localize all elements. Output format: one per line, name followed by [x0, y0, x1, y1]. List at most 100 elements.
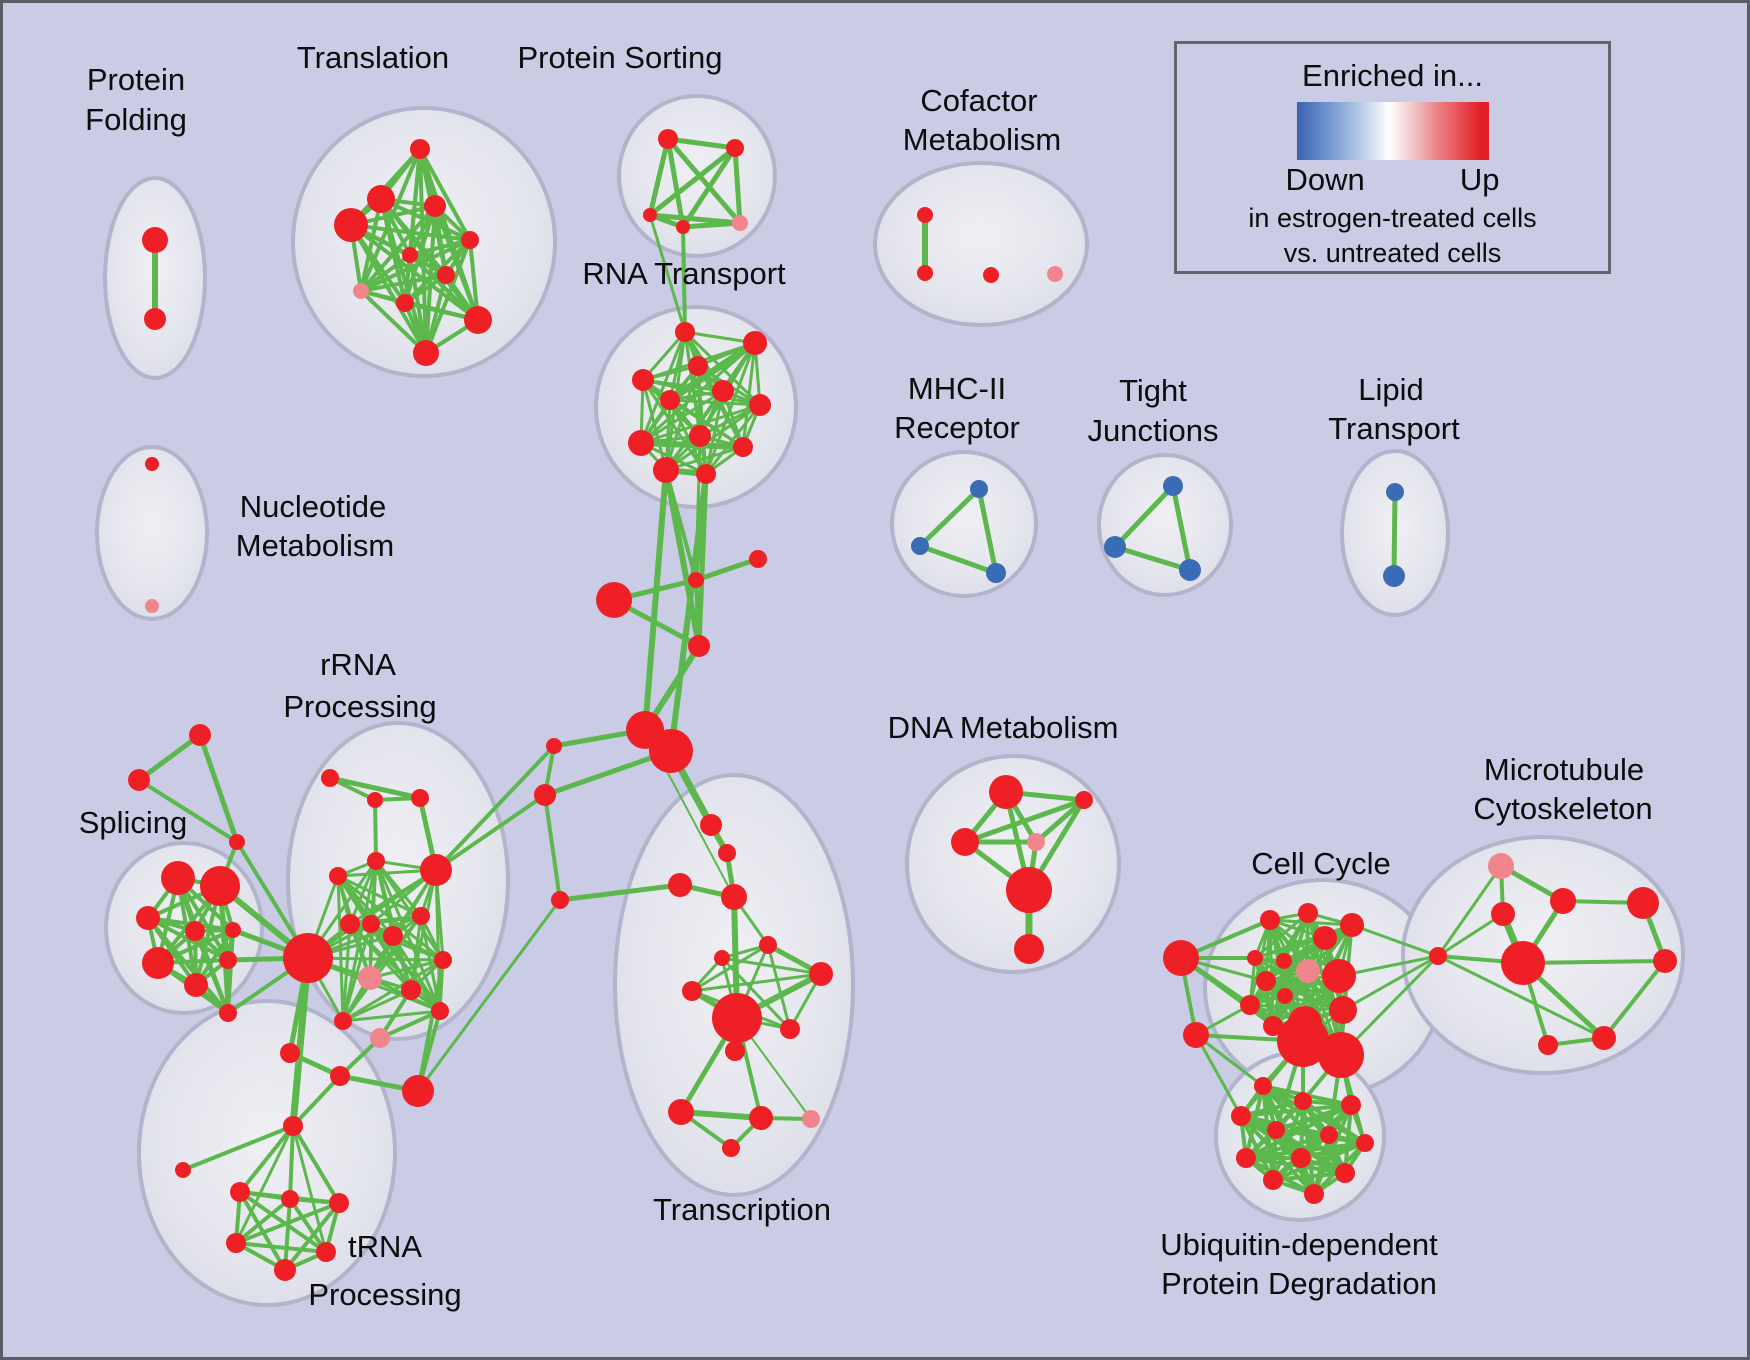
node-r16 — [280, 1043, 300, 1063]
node-x15 — [802, 1110, 820, 1128]
legend-title: Enriched in... — [1302, 58, 1483, 93]
node-u2 — [1294, 1092, 1312, 1110]
node-s3 — [136, 906, 160, 930]
node-u3 — [1341, 1095, 1361, 1115]
node-r3 — [411, 789, 429, 807]
edge-m5-m3 — [1437, 912, 1504, 958]
node-u8 — [1236, 1148, 1256, 1168]
edge-r19-l2 — [434, 793, 547, 872]
node-l1 — [546, 738, 562, 754]
edge-tj2-tj3 — [1114, 544, 1191, 573]
edge-ps1-ps2 — [667, 136, 736, 151]
node-x12 — [725, 1041, 745, 1061]
node-g2 — [1260, 910, 1280, 930]
edge-rt12-P2 — [668, 473, 709, 752]
node-d2 — [1075, 791, 1093, 809]
node-r8 — [383, 926, 403, 946]
node-m5 — [1429, 947, 1447, 965]
node-g12 — [1240, 995, 1260, 1015]
node-m8 — [1592, 1026, 1616, 1050]
node-tj1 — [1163, 476, 1183, 496]
node-u12 — [1304, 1184, 1324, 1204]
node-x9 — [682, 981, 702, 1001]
node-ps1 — [658, 129, 678, 149]
node-lp1 — [1386, 483, 1404, 501]
edge-ps2-ps4 — [680, 146, 738, 229]
node-r12 — [401, 980, 421, 1000]
edge-m1-m5 — [1436, 865, 1503, 957]
edge-rt4-rt12 — [641, 379, 708, 475]
node-tr5 — [461, 231, 479, 249]
node-g4 — [1313, 926, 1337, 950]
node-tr10 — [464, 306, 492, 334]
cluster-label: Folding — [85, 102, 187, 137]
node-x5 — [551, 891, 569, 909]
node-x8 — [809, 962, 833, 986]
node-x2 — [718, 844, 736, 862]
node-r4 — [329, 867, 347, 885]
edge-r8-r13 — [391, 935, 442, 1012]
node-r5 — [367, 852, 385, 870]
cluster-label: Lipid — [1358, 372, 1424, 407]
node-rt10 — [733, 437, 753, 457]
node-rt9 — [628, 430, 654, 456]
node-G17 — [1277, 1015, 1329, 1067]
edge-u6-u8 — [1245, 1133, 1330, 1160]
edge-ps2-ps3 — [648, 146, 737, 217]
edge-g12-g15 — [1249, 1003, 1344, 1012]
node-X10 — [712, 993, 762, 1043]
node-nm1 — [145, 457, 159, 471]
edge-r5-r15 — [341, 860, 378, 1022]
node-r1 — [321, 769, 339, 787]
legend-box: Enriched in... Down Up in estrogen-treat… — [1174, 41, 1611, 274]
node-x16 — [722, 1139, 740, 1157]
node-c2 — [596, 582, 632, 618]
cluster-label: Splicing — [79, 805, 188, 840]
node-cf2 — [917, 265, 933, 281]
node-s5 — [225, 922, 241, 938]
edge-r6-r15 — [341, 923, 352, 1022]
edge-rt6-rt7 — [669, 398, 761, 407]
node-rt1 — [675, 322, 695, 342]
node-c1 — [688, 572, 704, 588]
cluster-label: Cell Cycle — [1251, 846, 1391, 881]
edge-r10-r18 — [416, 959, 445, 1092]
edge-r5-r6 — [348, 860, 378, 925]
edge-tr2-tr8 — [359, 198, 383, 292]
cluster-label: Metabolism — [903, 122, 1062, 157]
node-k4 — [329, 1193, 349, 1213]
node-k0 — [283, 1116, 303, 1136]
edge-g1-g13 — [1180, 956, 1274, 1028]
node-rt7 — [749, 394, 771, 416]
node-u9 — [1291, 1148, 1311, 1168]
edge-mh2-mh3 — [919, 543, 997, 576]
node-g7 — [1276, 953, 1292, 969]
cluster-label: Microtubule — [1484, 752, 1644, 787]
node-m3 — [1491, 902, 1515, 926]
node-s6 — [142, 947, 174, 979]
node-m4 — [1501, 941, 1545, 985]
edge-mh1-mh3 — [976, 488, 999, 574]
edge-ps3-rt1 — [648, 214, 687, 333]
node-x7 — [714, 950, 730, 966]
node-r19 — [420, 854, 452, 886]
cluster-label: Processing — [308, 1277, 461, 1312]
edge-rt4-rt7 — [642, 378, 761, 407]
cluster-label: Receptor — [894, 410, 1020, 445]
node-d1 — [989, 775, 1023, 809]
edge-s3-s9 — [146, 916, 230, 1015]
node-tr6 — [402, 247, 418, 263]
edge-r13-r15 — [342, 1009, 441, 1023]
edge-t1-t3 — [197, 734, 240, 843]
edge-rt10-rt11 — [665, 445, 744, 472]
cluster-ellipse-nucleotide-metabolism — [95, 445, 209, 621]
edge-k4-k7 — [283, 1201, 341, 1272]
edge-ps1-ps3 — [647, 138, 671, 216]
node-ps5 — [732, 215, 748, 231]
node-tr7 — [437, 266, 455, 284]
edge-ps1-ps4 — [665, 138, 686, 228]
node-g1 — [1163, 940, 1199, 976]
edge-k5-k6 — [235, 1241, 327, 1254]
edge-m7-m8 — [1602, 959, 1667, 1040]
edge-r10-r11 — [369, 958, 444, 980]
